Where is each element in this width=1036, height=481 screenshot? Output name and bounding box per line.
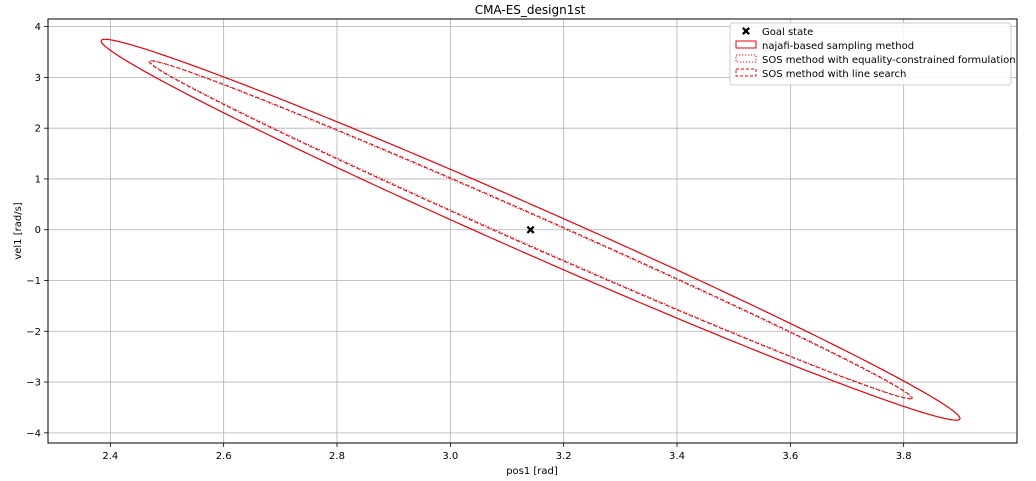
plot-frame (47, 18, 1018, 444)
y-tick-label: 2 (35, 124, 41, 135)
x-tick-label: 2.4 (102, 451, 118, 462)
x-tick-label: 3.4 (669, 451, 685, 462)
x-tick-label: 2.8 (329, 451, 345, 462)
legend-goal-marker (742, 27, 750, 35)
axis-ticks: 2.4 2.6 2.8 3.0 3.2 3.4 3.6 3.8 −4 −3 −2 −1 0 1 2 3 4 (26, 22, 911, 462)
legend-label-solid: najafi-based sampling method (762, 41, 914, 52)
x-tick-label: 3.0 (442, 451, 458, 462)
y-tick-label: −4 (26, 428, 41, 439)
y-tick-label: −1 (26, 276, 41, 287)
x-tick-label: 3.6 (782, 451, 798, 462)
legend-swatch-dashed (735, 68, 757, 77)
ellipse-dotted (149, 60, 912, 399)
legend-box (729, 22, 1012, 86)
ellipses (100, 38, 961, 421)
x-tick-label: 2.6 (216, 451, 232, 462)
goal-state-marker-group (526, 225, 535, 234)
legend-swatch-dotted (735, 54, 757, 63)
y-axis-label: vel1 [rad/s] (13, 202, 24, 259)
y-tick-label: 4 (35, 22, 41, 33)
y-tick-label: −2 (26, 327, 41, 338)
y-tick-label: −3 (26, 378, 41, 389)
x-tick-label: 3.2 (556, 451, 572, 462)
y-tick-label: 3 (35, 73, 41, 84)
x-axis-label: pos1 [rad] (506, 466, 558, 477)
ellipse-dashed (148, 60, 913, 400)
chart-title: CMA-ES_design1st (475, 3, 586, 17)
y-tick-label: 0 (35, 225, 41, 236)
goal-state-marker (526, 225, 535, 234)
legend-swatch-solid (735, 40, 757, 49)
legend-label-dotted: SOS method with equality-constrained for… (762, 55, 1016, 66)
legend: Goal state najafi-based sampling method SO… (729, 22, 1016, 86)
ellipse-solid (100, 38, 961, 421)
legend-label-dashed: SOS method with line search (762, 69, 906, 80)
legend-label-goal-state: Goal state (762, 27, 813, 38)
x-tick-label: 3.8 (896, 451, 912, 462)
y-tick-label: 1 (35, 174, 41, 185)
